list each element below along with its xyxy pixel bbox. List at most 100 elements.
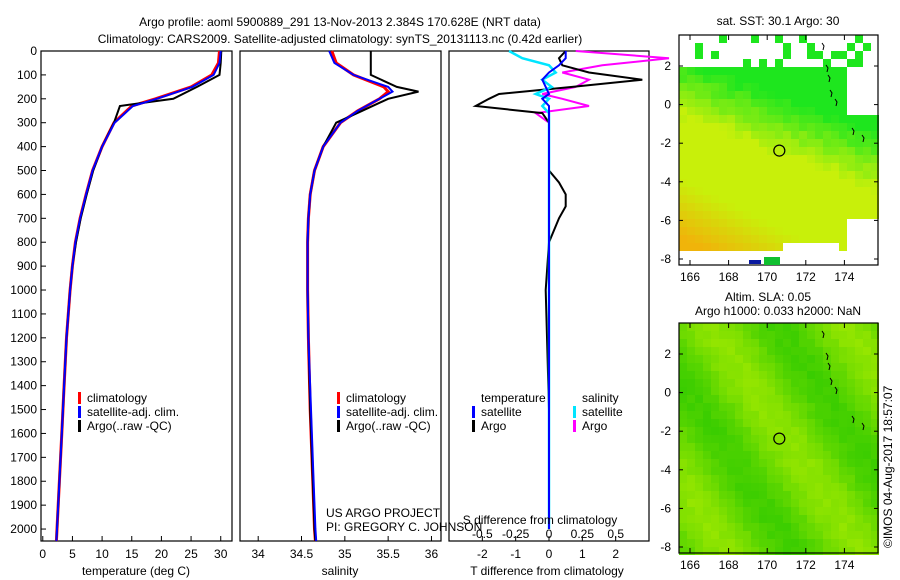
grid-cell [735,443,743,451]
grid-cell [751,35,759,43]
x-tick-label: 30 [214,547,228,561]
grid-cell [847,211,855,219]
grid-cell [743,91,751,99]
grid-cell [863,155,871,163]
grid-cell [775,491,783,499]
grid-cell [719,531,727,539]
grid-cell [839,363,847,371]
grid-cell [863,363,871,371]
grid-cell [711,547,719,555]
grid-cell [871,347,879,355]
grid-cell [687,243,695,251]
grid-cell [871,363,879,371]
grid-cell [791,91,799,99]
x-tick-label: -0.25 [502,527,530,541]
y-tick-label: 1900 [10,498,37,512]
grid-cell [695,355,703,363]
grid-cell [743,491,751,499]
grid-cell [743,203,751,211]
grid-cell [711,395,719,403]
grid-cell [815,323,823,331]
grid-cell [727,531,735,539]
lon-tick-label: 174 [834,558,854,572]
grid-cell [759,491,767,499]
grid-cell [783,435,791,443]
grid-cell [847,411,855,419]
grid-cell [775,99,783,107]
grid-cell [847,435,855,443]
grid-cell [727,459,735,467]
grid-cell [687,339,695,347]
grid-cell [839,355,847,363]
grid-cell [855,323,863,331]
grid-cell [863,139,871,147]
grid-cell [751,203,759,211]
grid-cell [687,419,695,427]
grid-cell [759,115,767,123]
grid-cell [815,491,823,499]
grid-cell [719,371,727,379]
grid-cell [735,155,743,163]
grid-cell [847,443,855,451]
grid-cell [767,91,775,99]
grid-cell [807,411,815,419]
grid-cell [687,451,695,459]
grid-cell [687,323,695,331]
grid-cell [727,515,735,523]
grid-cell [767,443,775,451]
grid-cell [863,523,871,531]
grid-cell [815,475,823,483]
grid-cell [679,83,687,91]
grid-cell [751,331,759,339]
grid-cell [743,131,751,139]
sst-map-title: sat. SST: 30.1 Argo: 30 [717,14,840,28]
grid-cell [727,75,735,83]
x-tick-label: 1 [579,547,586,561]
grid-cell [687,475,695,483]
grid-cell [815,211,823,219]
island-outline [861,422,865,431]
credit-text: ©IMOS 04-Aug-2017 18:57:07 [881,385,895,548]
grid-cell [719,131,727,139]
island-outline [827,74,831,83]
grid-cell [759,403,767,411]
grid-cell [679,435,687,443]
grid-cell [719,483,727,491]
y-tick-label: 1200 [10,331,37,345]
grid-cell [751,107,759,115]
grid-cell [815,347,823,355]
grid-cell [847,115,855,123]
grid-cell [687,371,695,379]
grid-cell [743,195,751,203]
grid-cell [783,171,791,179]
grid-cell [743,395,751,403]
grid-cell [727,323,735,331]
grid-cell [775,451,783,459]
grid-cell [767,483,775,491]
grid-cell [831,459,839,467]
grid-cell [759,187,767,195]
grid-cell [807,379,815,387]
grid-cell [799,187,807,195]
grid-cell [695,419,703,427]
grid-cell [759,483,767,491]
grid-cell [735,179,743,187]
grid-cell [855,131,863,139]
grid-cell [831,219,839,227]
grid-cell [855,171,863,179]
grid-cell [751,163,759,171]
grid-cell [703,99,711,107]
grid-cell [807,323,815,331]
grid-cell [847,163,855,171]
annotation-line1: US ARGO PROJECT [326,506,441,520]
grid-cell [783,139,791,147]
grid-cell [791,427,799,435]
grid-cell [711,75,719,83]
grid-cell [727,67,735,75]
grid-cell [831,75,839,83]
grid-cell [823,323,831,331]
grid-cell [743,67,751,75]
grid-cell [863,403,871,411]
lat-tick-label: -4 [660,175,671,189]
grid-cell [743,523,751,531]
